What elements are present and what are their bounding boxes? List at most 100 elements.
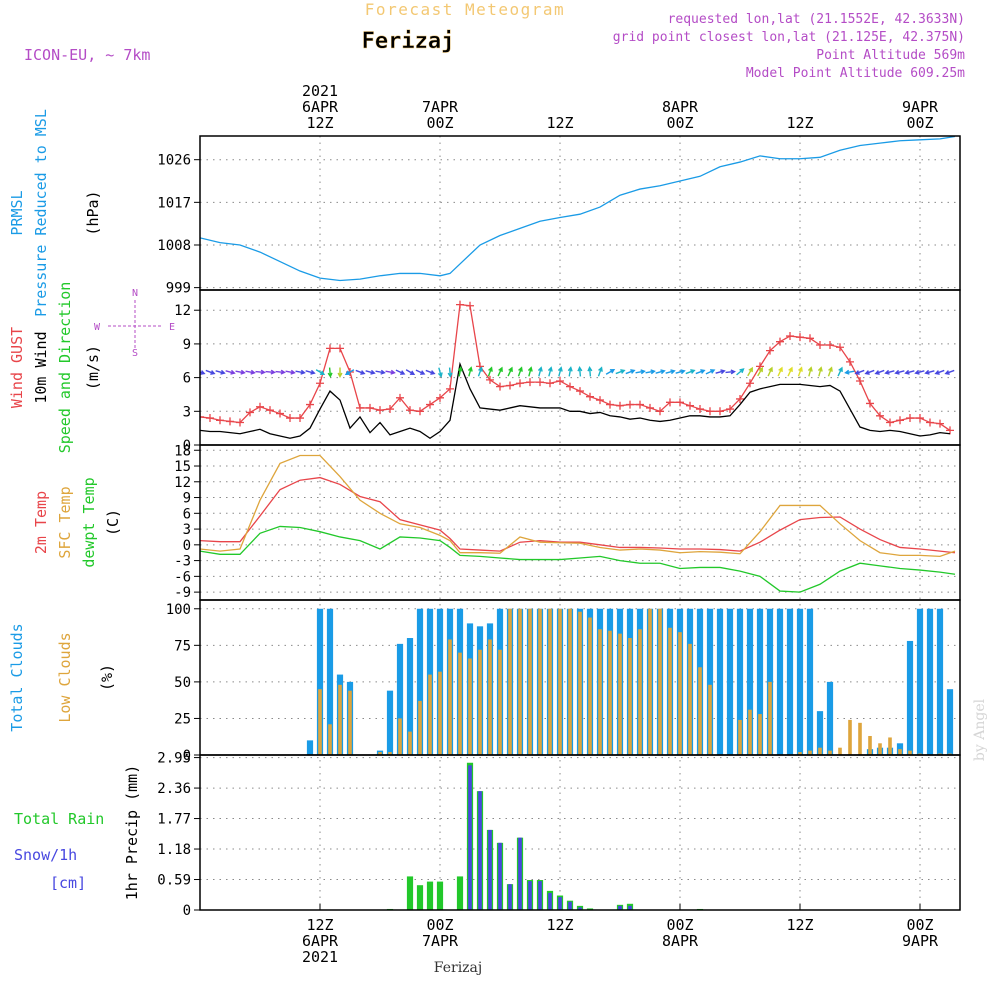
clouds-low-bar — [618, 633, 622, 755]
wind-arrow — [597, 366, 603, 377]
wind-panel: 0 3 6 9 12 Wind GUST 10m Wind Speed and Directi… — [8, 282, 961, 454]
clouds-panel: 0 25 50 75 100 Total Clouds Low Clouds (%) — [8, 599, 961, 764]
y-tick-label: 1008 — [157, 238, 191, 254]
wind-arrow — [344, 369, 355, 375]
gust-marker — [836, 343, 844, 352]
gust-marker — [266, 406, 274, 415]
wind-arrow — [605, 369, 616, 375]
wind-arrow — [914, 369, 925, 375]
clouds-low-bar — [338, 684, 342, 755]
clouds-total-bar — [716, 608, 724, 755]
gust-marker — [716, 407, 724, 416]
location-title: Ferizaj — [362, 29, 455, 54]
precip-snow-bar — [578, 907, 582, 910]
wind-arrow — [355, 369, 366, 375]
y-tick-label: 100 — [166, 602, 191, 618]
y-tick-label: 1026 — [157, 153, 191, 169]
wind-arrow — [295, 369, 306, 375]
gust-marker — [256, 402, 264, 411]
clouds-total-bar — [756, 608, 764, 755]
gust-marker — [926, 418, 934, 427]
wind-arrow — [275, 369, 286, 375]
precip-plot-area — [386, 762, 704, 910]
gust-marker — [746, 379, 754, 388]
y-tick-label: -6 — [174, 569, 191, 585]
bottom-time-label: 00Z — [906, 916, 933, 934]
precip-snow-bar — [628, 905, 632, 910]
gust-marker — [376, 406, 384, 415]
wind-arrow — [567, 366, 573, 377]
wind-arrow — [337, 367, 343, 378]
precip-snow-bar — [528, 881, 532, 910]
gust-marker — [356, 403, 364, 412]
temperature-axis-label: (C) — [104, 509, 122, 536]
wind-arrow — [537, 366, 543, 377]
clouds-low-bar — [818, 747, 822, 755]
wind-arrow — [205, 369, 216, 375]
wind-arrow — [527, 366, 533, 377]
gust-marker — [946, 426, 954, 435]
wind-arrow — [675, 369, 686, 375]
clouds-low-bar — [588, 617, 592, 755]
top-time-label: 7APR — [422, 98, 459, 116]
clouds-low-bar — [908, 750, 912, 755]
gust-marker — [426, 400, 434, 409]
panels: 20216APR12Z12Z6APR20217APR00Z00Z7APR12Z1… — [8, 82, 961, 966]
gust-marker — [646, 403, 654, 412]
wind-arrow — [457, 366, 463, 377]
gust-marker — [826, 341, 834, 350]
wind-arrow — [695, 369, 706, 375]
wind-axis-label: Wind GUST — [8, 327, 26, 408]
gust-marker — [806, 334, 814, 343]
wind-axis-label: (m/s) — [84, 345, 102, 390]
gust-marker — [636, 400, 644, 409]
precip-unit-label: 1hr Precip (mm) — [123, 765, 141, 900]
gust-marker — [416, 407, 424, 416]
clouds-low-bar — [578, 611, 582, 755]
top-time-label: 12Z — [786, 114, 813, 132]
wind-arrow — [245, 369, 256, 375]
bottom-time-label: 12Z — [546, 916, 573, 934]
clouds-low-bar — [828, 750, 832, 755]
temperature-axis-label: SFC Temp — [56, 486, 74, 558]
wind-arrow — [705, 369, 716, 375]
wind-arrow — [894, 369, 905, 375]
model-label: ICON-EU, ~ 7km — [24, 46, 150, 64]
pressure-axis-label: (hPa) — [84, 190, 102, 235]
clouds-low-bar — [528, 608, 532, 755]
gust-marker — [226, 417, 234, 426]
clouds-low-bar — [668, 627, 672, 755]
gust-marker — [796, 333, 804, 342]
gust-marker — [556, 376, 564, 385]
clouds-low-bar — [658, 608, 662, 755]
wind-arrow — [665, 369, 676, 375]
clouds-low-bar — [868, 735, 872, 755]
precip-snow-bar — [558, 897, 562, 910]
clouds-total-bar — [806, 608, 814, 755]
gust-marker — [786, 332, 794, 341]
clouds-low-bar — [418, 700, 422, 755]
clouds-low-bar — [388, 752, 392, 755]
gust-marker — [766, 346, 774, 355]
clouds-total-bar — [326, 608, 334, 755]
model-altitude: Model Point Altitude 609.25m — [746, 66, 965, 81]
gust-marker — [246, 408, 254, 417]
wind-arrow — [837, 366, 843, 377]
y-tick-label: 75 — [174, 638, 191, 654]
top-time-label: 00Z — [906, 114, 933, 132]
clouds-total-bar — [396, 643, 404, 755]
bottom-time-label: 12Z — [786, 916, 813, 934]
bottom-time-label: 00Z — [426, 916, 453, 934]
gust-marker — [326, 344, 334, 353]
wind-arrow — [924, 369, 935, 375]
precip-total-bar — [436, 881, 444, 910]
y-tick-label: 50 — [174, 675, 191, 691]
precip-snow-bar — [508, 884, 512, 910]
wind-arrow — [517, 366, 523, 377]
wind-axis-label: 10m Wind — [32, 331, 50, 403]
gust-marker — [606, 400, 614, 409]
gust-marker — [316, 379, 324, 388]
clouds-total-bar — [936, 608, 944, 755]
clouds-total-bar — [746, 608, 754, 755]
y-tick-label: -3 — [174, 554, 191, 570]
